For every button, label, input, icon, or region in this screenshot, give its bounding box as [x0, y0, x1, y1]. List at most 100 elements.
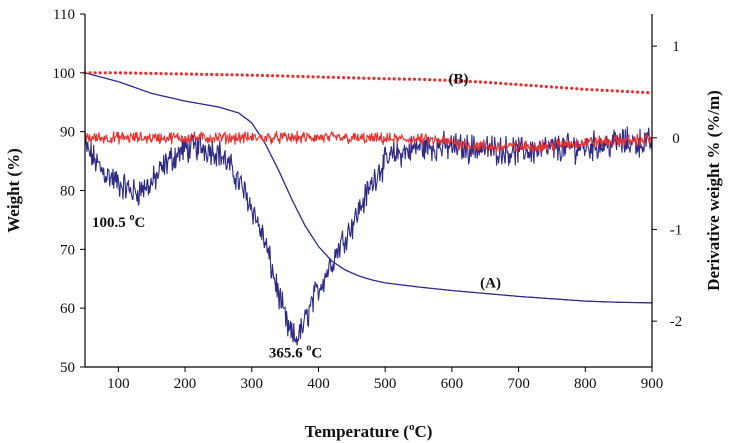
annotation-peak2: 365.6 oC	[269, 343, 322, 362]
series-point	[322, 76, 325, 79]
series-point	[342, 76, 345, 79]
series-point	[246, 74, 249, 77]
series-point	[190, 73, 193, 76]
x-tick-label: 200	[174, 376, 197, 392]
series-point	[514, 83, 517, 86]
series-point	[641, 91, 644, 94]
series-point	[317, 75, 320, 78]
series-point	[154, 72, 157, 75]
y-axis-title: Weight (%)	[4, 148, 23, 233]
series-point	[433, 78, 436, 81]
series-point	[200, 73, 203, 76]
y-tick-label: 60	[60, 301, 75, 317]
series-point	[205, 73, 208, 76]
annotation-label-a: (A)	[480, 276, 501, 292]
series-point	[469, 80, 472, 83]
y-tick-label: 90	[60, 125, 75, 141]
x-tick-label: 400	[307, 376, 330, 392]
series-point	[251, 74, 254, 77]
series-point	[388, 77, 391, 80]
series-point	[276, 74, 279, 77]
series-point	[286, 75, 289, 78]
annotation-label-b: (B)	[449, 71, 469, 87]
x-tick-label: 500	[374, 376, 397, 392]
x-tick-label: 900	[641, 376, 664, 392]
series-point	[535, 84, 538, 87]
series-point	[585, 88, 588, 91]
series-point	[185, 72, 188, 75]
series-point	[616, 89, 619, 92]
series-point	[307, 75, 310, 78]
series-point	[195, 73, 198, 76]
annotation-peak1: 100.5 oC	[92, 212, 145, 231]
series-point	[398, 77, 401, 80]
y2-tick-label: -2	[670, 314, 683, 330]
series-point	[210, 73, 213, 76]
series-point	[241, 73, 244, 76]
series-point	[124, 71, 127, 74]
series-point	[367, 77, 370, 80]
series-point	[631, 90, 634, 93]
series-point	[479, 80, 482, 83]
y-tick-label: 80	[60, 184, 75, 200]
series-point	[372, 77, 375, 80]
series-point	[230, 73, 233, 76]
series-point	[281, 74, 284, 77]
series-point	[175, 72, 178, 75]
y2-tick-label: 0	[672, 131, 680, 147]
series-point	[220, 73, 223, 76]
series-point	[413, 78, 416, 81]
y-tick-label: 110	[53, 7, 75, 23]
series-point	[261, 74, 264, 77]
annotation-value: 100.5	[92, 215, 130, 231]
series-point	[139, 72, 142, 75]
x-tick-label: 800	[574, 376, 597, 392]
series-b-tga-weight	[83, 71, 649, 94]
series-point	[484, 81, 487, 84]
series-point	[519, 83, 522, 86]
series-point	[159, 72, 162, 75]
series-point	[438, 79, 441, 82]
series-point	[611, 89, 614, 92]
series-point	[144, 72, 147, 75]
series-point	[332, 76, 335, 79]
annotation-unit: C	[311, 346, 322, 362]
x-axis-title-unit: C)	[414, 422, 432, 441]
series-point	[99, 71, 102, 74]
series-point	[489, 81, 492, 84]
series-point	[301, 75, 304, 78]
series-point	[646, 91, 649, 94]
series-point	[377, 77, 380, 80]
annotation-unit: C	[135, 215, 146, 231]
x-tick-label: 300	[241, 376, 264, 392]
x-tick-label: 100	[107, 376, 130, 392]
series-point	[129, 71, 132, 74]
series-point	[408, 78, 411, 81]
series-point	[104, 71, 107, 74]
series-a-dtg	[85, 127, 652, 346]
series-point	[504, 82, 507, 85]
series-point	[575, 87, 578, 90]
x-axis-title: Temperature (oC)	[305, 421, 433, 441]
series-point	[545, 85, 548, 88]
series-point	[393, 77, 396, 80]
series-point	[499, 82, 502, 85]
series-point	[357, 76, 360, 79]
series-point	[114, 71, 117, 74]
series-point	[89, 71, 92, 74]
series-point	[580, 88, 583, 91]
series-point	[236, 73, 239, 76]
series-point	[555, 86, 558, 89]
series-point	[626, 90, 629, 93]
series-point	[225, 73, 228, 76]
series-point	[312, 75, 315, 78]
series-point	[170, 72, 173, 75]
series-point	[347, 76, 350, 79]
y-tick-label: 100	[53, 66, 76, 82]
series-point	[337, 76, 340, 79]
series-point	[595, 88, 598, 91]
series-point	[94, 71, 97, 74]
y-tick-label: 70	[60, 242, 75, 258]
series-point	[180, 72, 183, 75]
